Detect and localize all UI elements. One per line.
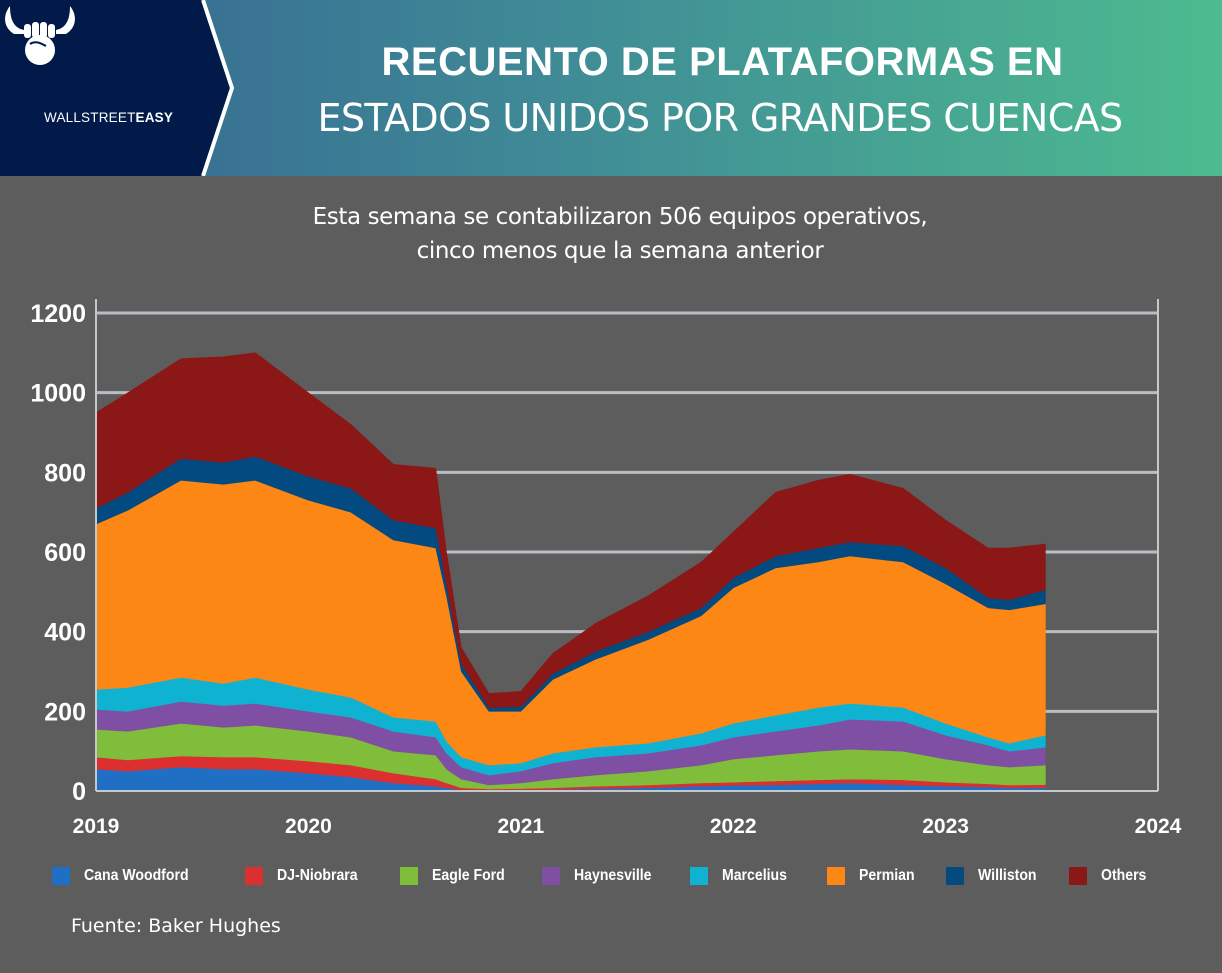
y-tick-label: 1200 <box>30 300 86 328</box>
legend-item: Cana Woodford <box>52 865 203 887</box>
logo-panel-chevron <box>0 0 235 176</box>
legend-swatch <box>1069 867 1087 885</box>
legend-item: Haynesville <box>542 865 662 887</box>
legend-swatch <box>400 867 418 885</box>
legend-swatch <box>52 867 70 885</box>
x-tick-label: 2020 <box>285 815 332 838</box>
legend-label: Marcelius <box>722 867 787 884</box>
legend-swatch <box>827 867 845 885</box>
area-others <box>95 352 1046 708</box>
legend-item: Eagle Ford <box>400 865 515 887</box>
area-series <box>95 352 1046 792</box>
legend-label: Permian <box>859 867 915 884</box>
legend-item: DJ-Niobrara <box>245 865 369 887</box>
y-axis-ticks: 0 200 400 600 800 1000 1200 <box>30 300 86 806</box>
axes <box>95 299 1159 792</box>
title-line-2: ESTADOS UNIDOS POR GRANDES CUENCAS <box>317 96 1123 140</box>
brand-name-light: WALLSTREET <box>44 110 136 125</box>
subtitle: Esta semana se contabilizaron 506 equipo… <box>0 200 1222 268</box>
y-tick-label: 200 <box>44 698 86 726</box>
legend-swatch <box>245 867 263 885</box>
legend-swatch <box>946 867 964 885</box>
title-line-1: RECUENTO DE PLATAFORMAS EN <box>381 40 1064 84</box>
x-axis-ticks: 2019 2020 2021 2022 2023 2024 <box>73 815 1182 838</box>
logo-panel: WALLSTREETEASY <box>0 0 240 176</box>
legend-item: Marcelius <box>690 865 796 887</box>
y-tick-label: 1000 <box>30 380 86 408</box>
x-tick-label: 2022 <box>710 815 757 838</box>
brand-name: WALLSTREETEASY <box>44 110 173 125</box>
subtitle-line-2: cinco menos que la semana anterior <box>416 238 824 264</box>
legend-item: Permian <box>827 865 922 887</box>
x-tick-label: 2023 <box>922 815 969 838</box>
header-banner: WALLSTREETEASY RECUENTO DE PLATAFORMAS E… <box>0 0 1222 176</box>
legend-label: DJ-Niobrara <box>277 867 358 884</box>
legend-item: Others <box>1069 865 1153 887</box>
legend-label: Cana Woodford <box>84 867 189 884</box>
bull-horns-fist-icon <box>5 6 75 65</box>
subtitle-line-1: Esta semana se contabilizaron 506 equipo… <box>312 204 928 230</box>
x-tick-label: 2024 <box>1135 815 1182 838</box>
y-tick-label: 400 <box>44 619 86 647</box>
legend-swatch <box>542 867 560 885</box>
legend-label: Haynesville <box>574 867 652 884</box>
y-tick-label: 600 <box>44 539 86 567</box>
legend-label: Williston <box>978 867 1037 884</box>
x-tick-label: 2019 <box>73 815 120 838</box>
legend-item: Williston <box>946 865 1045 887</box>
y-tick-label: 800 <box>44 459 86 487</box>
brand-name-bold: EASY <box>135 110 174 125</box>
legend-label: Eagle Ford <box>432 867 505 884</box>
source-note: Fuente: Baker Hughes <box>71 915 281 937</box>
x-tick-label: 2021 <box>497 815 544 838</box>
legend-swatch <box>690 867 708 885</box>
legend-label: Others <box>1101 867 1147 884</box>
legend: Cana Woodford DJ-Niobrara Eagle Ford Haynes… <box>52 865 1212 887</box>
y-tick-label: 0 <box>72 778 86 806</box>
